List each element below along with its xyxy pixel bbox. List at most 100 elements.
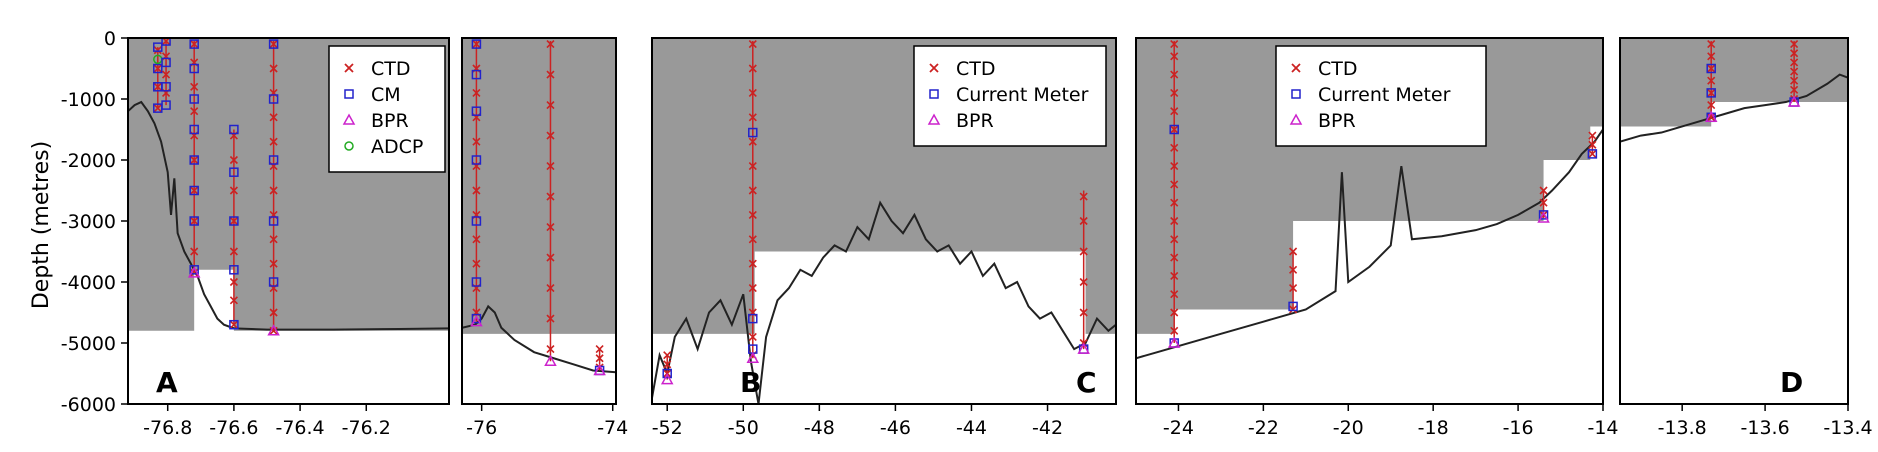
ctd-marker [229, 320, 238, 329]
mooring [593, 345, 606, 376]
ctd-marker [663, 360, 672, 369]
cm-marker [161, 100, 171, 110]
x-tick-label: -76.2 [342, 417, 391, 439]
panel-p4: -24 -22 -20 -18 -16 -14 CTD Current Meter BPR [1135, 37, 1619, 439]
x-tick-label: -76.8 [143, 417, 192, 439]
bpr-marker [593, 363, 606, 376]
legend-frame [1275, 45, 1487, 147]
ctd-marker [229, 216, 238, 226]
mooring [746, 40, 760, 363]
cm-marker [268, 216, 279, 226]
cm-marker [471, 155, 482, 165]
ctd-marker [190, 82, 199, 91]
ctd-marker [595, 354, 604, 363]
cm-marker [1587, 149, 1598, 159]
bpr-marker [267, 324, 280, 336]
cm-marker [189, 216, 199, 226]
cm-marker [229, 216, 239, 226]
legend-label: ADCP [371, 136, 423, 158]
bpr-marker [746, 351, 760, 363]
y-tick-label: 0 [104, 28, 116, 50]
x-tick-label: -42 [1032, 417, 1063, 439]
ctd-marker [1707, 64, 1716, 73]
ctd-marker [1170, 326, 1179, 335]
ctd-marker [1170, 143, 1179, 152]
bpr-marker [1704, 110, 1718, 123]
cm-marker [471, 39, 482, 49]
bathymetry-line [128, 100, 449, 331]
ctd-marker [1170, 70, 1179, 79]
ctd-marker [190, 216, 199, 226]
ctd-marker [1790, 76, 1799, 85]
ctd-marker [546, 253, 555, 262]
panel-letter: B [740, 366, 761, 399]
ctd-marker [1170, 253, 1179, 262]
ctd-marker [269, 137, 278, 146]
mooring [1704, 40, 1718, 123]
mooring [1167, 40, 1181, 348]
ctd-marker [153, 64, 162, 73]
ctd-marker [190, 40, 199, 49]
legend-frame [913, 45, 1107, 147]
ctd-marker [546, 314, 555, 323]
ctd-marker [472, 235, 481, 244]
y-tick-label: -6000 [61, 394, 116, 416]
x-tick-label: -22 [1248, 417, 1279, 439]
ctd-marker [546, 131, 555, 140]
legend-label: CTD [956, 58, 996, 80]
x-tick-label: -16 [1503, 417, 1534, 439]
cm-marker [1538, 210, 1549, 220]
ctd-marker [1588, 149, 1597, 158]
ctd-marker [1079, 192, 1088, 201]
legend-label: Current Meter [956, 84, 1089, 106]
ctd-marker [229, 247, 238, 256]
x-tick-label: -50 [728, 417, 759, 439]
cm-marker [189, 124, 199, 135]
panel-p2: -76 -74 [461, 37, 628, 439]
legend-label: CTD [371, 58, 411, 80]
panel-letter: C [1076, 366, 1097, 399]
ctd-marker [269, 259, 278, 268]
mooring [470, 39, 483, 327]
ctd-marker [1289, 247, 1298, 256]
cm-marker [268, 155, 279, 165]
mooring [660, 351, 674, 385]
ctd-marker [546, 70, 555, 79]
ctd-marker [1170, 216, 1179, 226]
ctd-marker [1170, 162, 1179, 171]
ctd-marker [472, 40, 481, 49]
mooring [187, 39, 201, 278]
ctd-marker [1790, 49, 1799, 58]
x-tick-label: -48 [804, 417, 835, 439]
ctd-marker [1170, 40, 1179, 49]
mooring [1288, 247, 1298, 314]
cm-marker [1169, 124, 1179, 135]
cm-marker [471, 277, 482, 287]
ctd-marker [1707, 52, 1716, 61]
ctd-marker [229, 155, 238, 165]
bpr-marker [1787, 95, 1801, 107]
ctd-marker [269, 308, 278, 317]
ctd-marker [546, 162, 555, 171]
cm-marker [471, 106, 482, 116]
mooring [1077, 190, 1090, 354]
ctd-marker [1707, 101, 1716, 110]
cm-marker [748, 313, 758, 324]
bpr-legend-marker [1289, 113, 1303, 125]
x-tick-label: -44 [956, 417, 987, 439]
cm-marker [189, 63, 199, 74]
ctd-marker [190, 186, 199, 195]
ctd-marker [546, 40, 555, 49]
ctd-marker [748, 186, 757, 195]
cm-marker [471, 216, 482, 226]
x-tick-label: -13.4 [1823, 417, 1872, 439]
panel-frame [127, 37, 450, 405]
ctd-marker [1170, 125, 1179, 134]
cm-marker [268, 277, 279, 287]
legend: CTD CM BPR ADCP [328, 45, 446, 173]
bpr-legend-marker [342, 113, 356, 125]
ctd-marker [748, 40, 757, 49]
cm-marker [189, 155, 199, 165]
ctd-marker [1079, 216, 1088, 226]
bpr-marker [1167, 336, 1181, 348]
